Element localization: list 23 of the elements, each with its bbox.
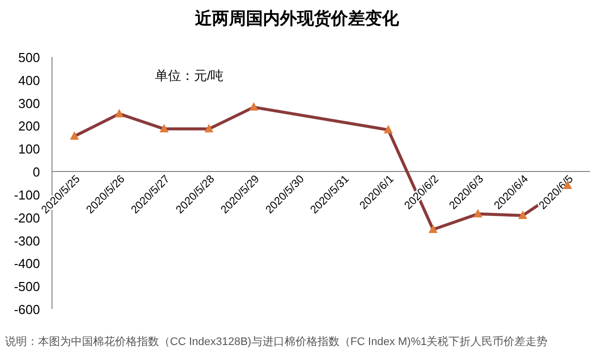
y-tick-label: -400 <box>14 256 40 272</box>
y-tick-label: 100 <box>18 142 40 157</box>
y-tick-label: -500 <box>14 279 40 294</box>
point <box>204 124 214 132</box>
annotation: 单位：元/吨 <box>155 68 224 83</box>
y-tick-label: -300 <box>14 233 40 248</box>
point <box>114 108 124 118</box>
y-tick-label: 300 <box>18 96 40 111</box>
point <box>249 102 258 111</box>
y-tick-label: -100 <box>14 187 40 202</box>
point <box>428 224 438 234</box>
y-tick-label: -200 <box>14 210 40 226</box>
point <box>160 124 169 132</box>
text: 说明：本图为中国棉花价格指数（CC Index3128B)与进口棉价格指数（FC Index M)%1关税下折人民币价差走势 <box>5 335 548 348</box>
y-tick-label: 200 <box>18 118 40 134</box>
y-tick-label: 0 <box>32 164 40 180</box>
y-tick-label: 400 <box>18 72 40 88</box>
y-tick-label: 500 <box>18 50 40 65</box>
point <box>518 210 528 220</box>
point <box>384 124 393 134</box>
chart-title: 近两周国内外现货价差变化 <box>194 9 400 28</box>
point <box>70 131 79 140</box>
y-tick-label: -600 <box>14 302 40 317</box>
